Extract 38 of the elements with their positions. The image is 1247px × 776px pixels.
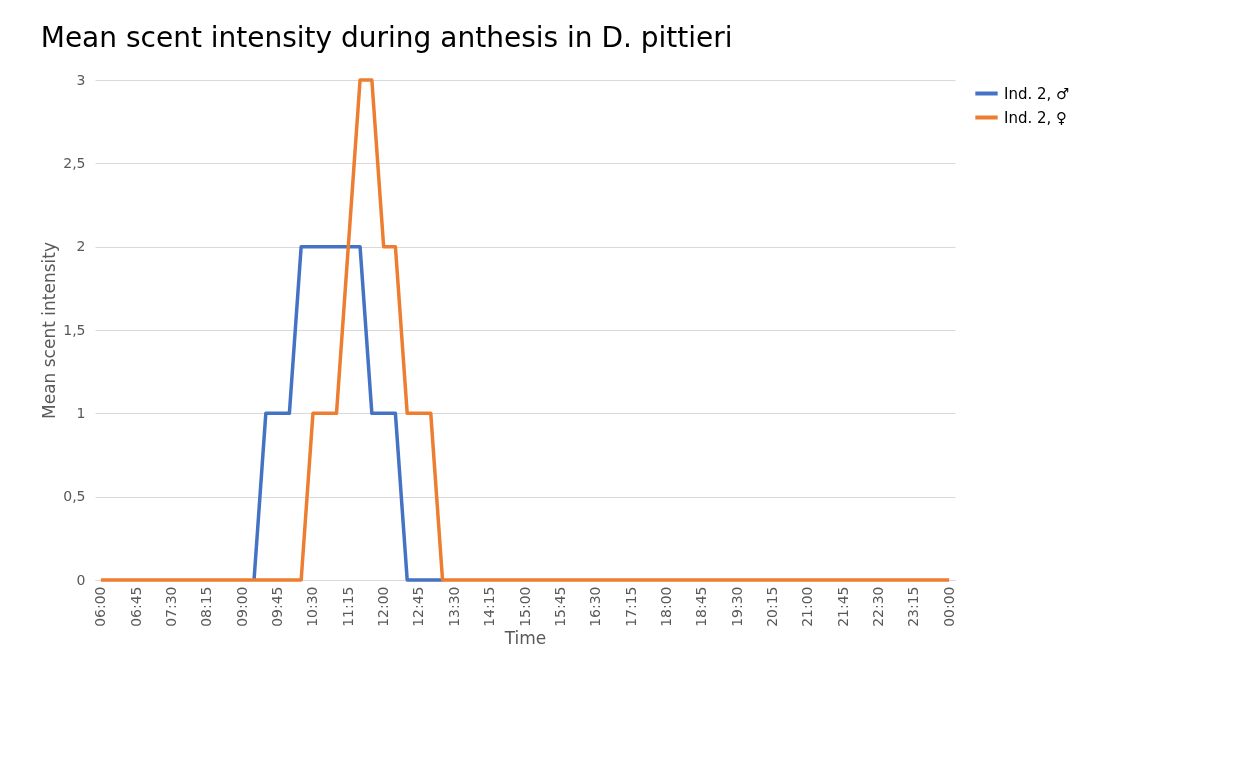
x-tick-label: 12:00 [375, 586, 392, 627]
chart-title: Mean scent intensity during anthesis in D. pittieri [40, 21, 733, 54]
y-tick-label: 2 [76, 238, 86, 255]
x-tick-label: 23:15 [905, 586, 922, 627]
legend-label: Ind. 2, ♀ [1004, 108, 1068, 127]
x-tick-label: 06:00 [92, 586, 109, 627]
x-tick-label: 11:15 [339, 586, 356, 627]
x-tick-label: 07:30 [163, 586, 180, 627]
x-tick-label: 18:00 [657, 586, 674, 627]
legend-label: Ind. 2, ♂ [1004, 84, 1070, 103]
x-tick-label: 13:30 [445, 586, 462, 627]
x-tick-label: 00:00 [940, 586, 957, 627]
y-tick-label: 1 [76, 404, 86, 421]
x-tick-label: 10:30 [304, 586, 321, 627]
y-tick-label: 1,5 [63, 321, 86, 338]
x-tick-label: 17:15 [622, 586, 639, 627]
x-tick-label: 06:45 [127, 586, 144, 627]
y-tick-label: 0,5 [63, 488, 86, 505]
x-tick-label: 16:30 [587, 586, 604, 627]
x-tick-label: 12:45 [410, 586, 427, 627]
x-tick-label: 09:00 [233, 586, 250, 627]
x-tick-label: 20:15 [763, 586, 780, 627]
x-tick-label: 08:15 [198, 586, 215, 627]
y-tick-label: 0 [76, 571, 86, 588]
y-axis-title: Mean scent intensity [39, 242, 60, 419]
x-tick-label: 22:30 [869, 586, 886, 627]
x-tick-label: 21:45 [834, 586, 851, 627]
y-tick-label: 3 [76, 71, 86, 88]
x-tick-label: 09:45 [269, 586, 286, 627]
x-tick-label: 19:30 [728, 586, 745, 627]
line-series [99, 78, 951, 582]
y-tick-label: 2,5 [63, 154, 86, 171]
x-tick-label: 15:00 [516, 586, 533, 627]
x-axis-title: Time [503, 627, 547, 648]
x-tick-label: 15:45 [551, 586, 568, 627]
x-tick-label: 18:45 [693, 586, 710, 627]
x-tick-label: 21:00 [799, 586, 816, 627]
x-tick-label: 14:15 [481, 586, 498, 627]
